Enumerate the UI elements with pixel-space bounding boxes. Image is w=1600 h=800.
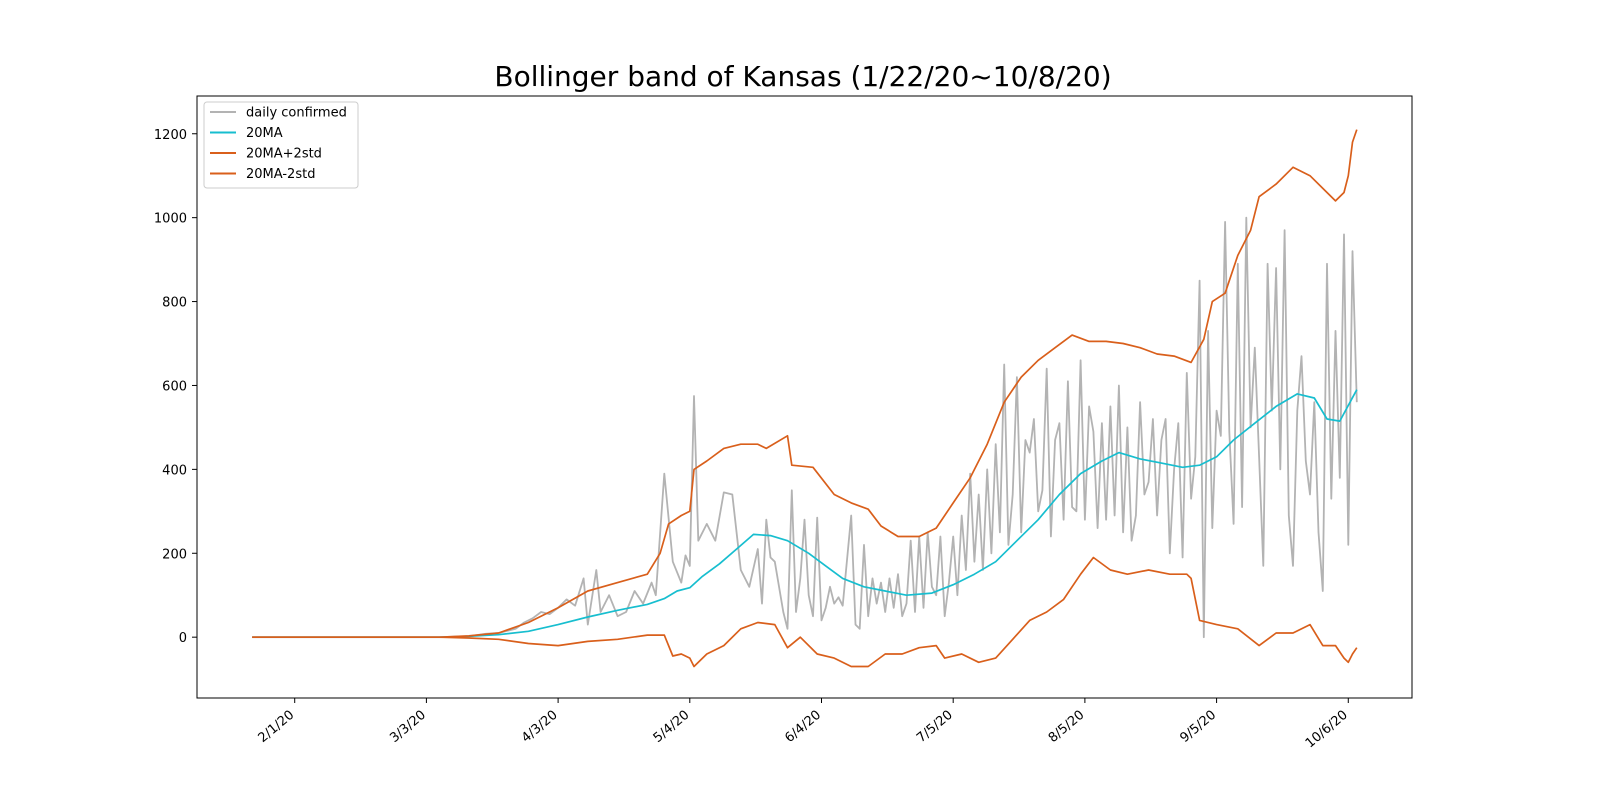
x-tick-label: 6/4/20 [782,708,824,746]
y-tick-label: 400 [162,463,187,478]
x-tick-label: 7/5/20 [914,708,956,746]
series-line-0 [252,216,1358,639]
y-tick-label: 1200 [154,128,187,143]
y-tick-label: 1000 [154,212,187,227]
chart-title: Bollinger band of Kansas (1/22/20~10/8/2… [494,60,1111,93]
y-axis-ticks: 0 200 400 600 800 1000 1200 [154,128,197,646]
y-tick-label: 600 [162,379,187,394]
y-tick-label: 800 [162,296,187,311]
series-line-2 [252,129,1358,639]
plot-frame [196,95,1413,699]
x-tick-label: 5/4/20 [651,708,693,746]
series-line-1 [252,389,1358,639]
x-tick-label: 4/3/20 [519,708,561,746]
legend-label: 20MA+2std [246,147,322,162]
x-tick-label: 10/6/20 [1303,708,1351,752]
plot-series [252,129,1358,668]
x-axis-ticks: 2/1/20 3/3/20 4/3/20 5/4/20 6/4/20 7/5/20 8/5/… [256,698,1351,751]
legend-label: 20MA-2std [246,167,315,182]
legend-box [203,101,359,189]
y-tick-label: 0 [179,631,187,646]
y-tick-label: 200 [162,547,187,562]
x-tick-label: 3/3/20 [387,708,429,746]
legend-label: daily confirmed [246,106,347,121]
series-line-3 [252,556,1358,668]
legend: daily confirmed 20MA 20MA+2std 20MA-2std [203,101,359,189]
x-tick-label: 8/5/20 [1046,708,1088,746]
x-tick-label: 9/5/20 [1177,708,1219,746]
x-tick-label: 2/1/20 [256,708,298,746]
legend-label: 20MA [246,126,283,141]
